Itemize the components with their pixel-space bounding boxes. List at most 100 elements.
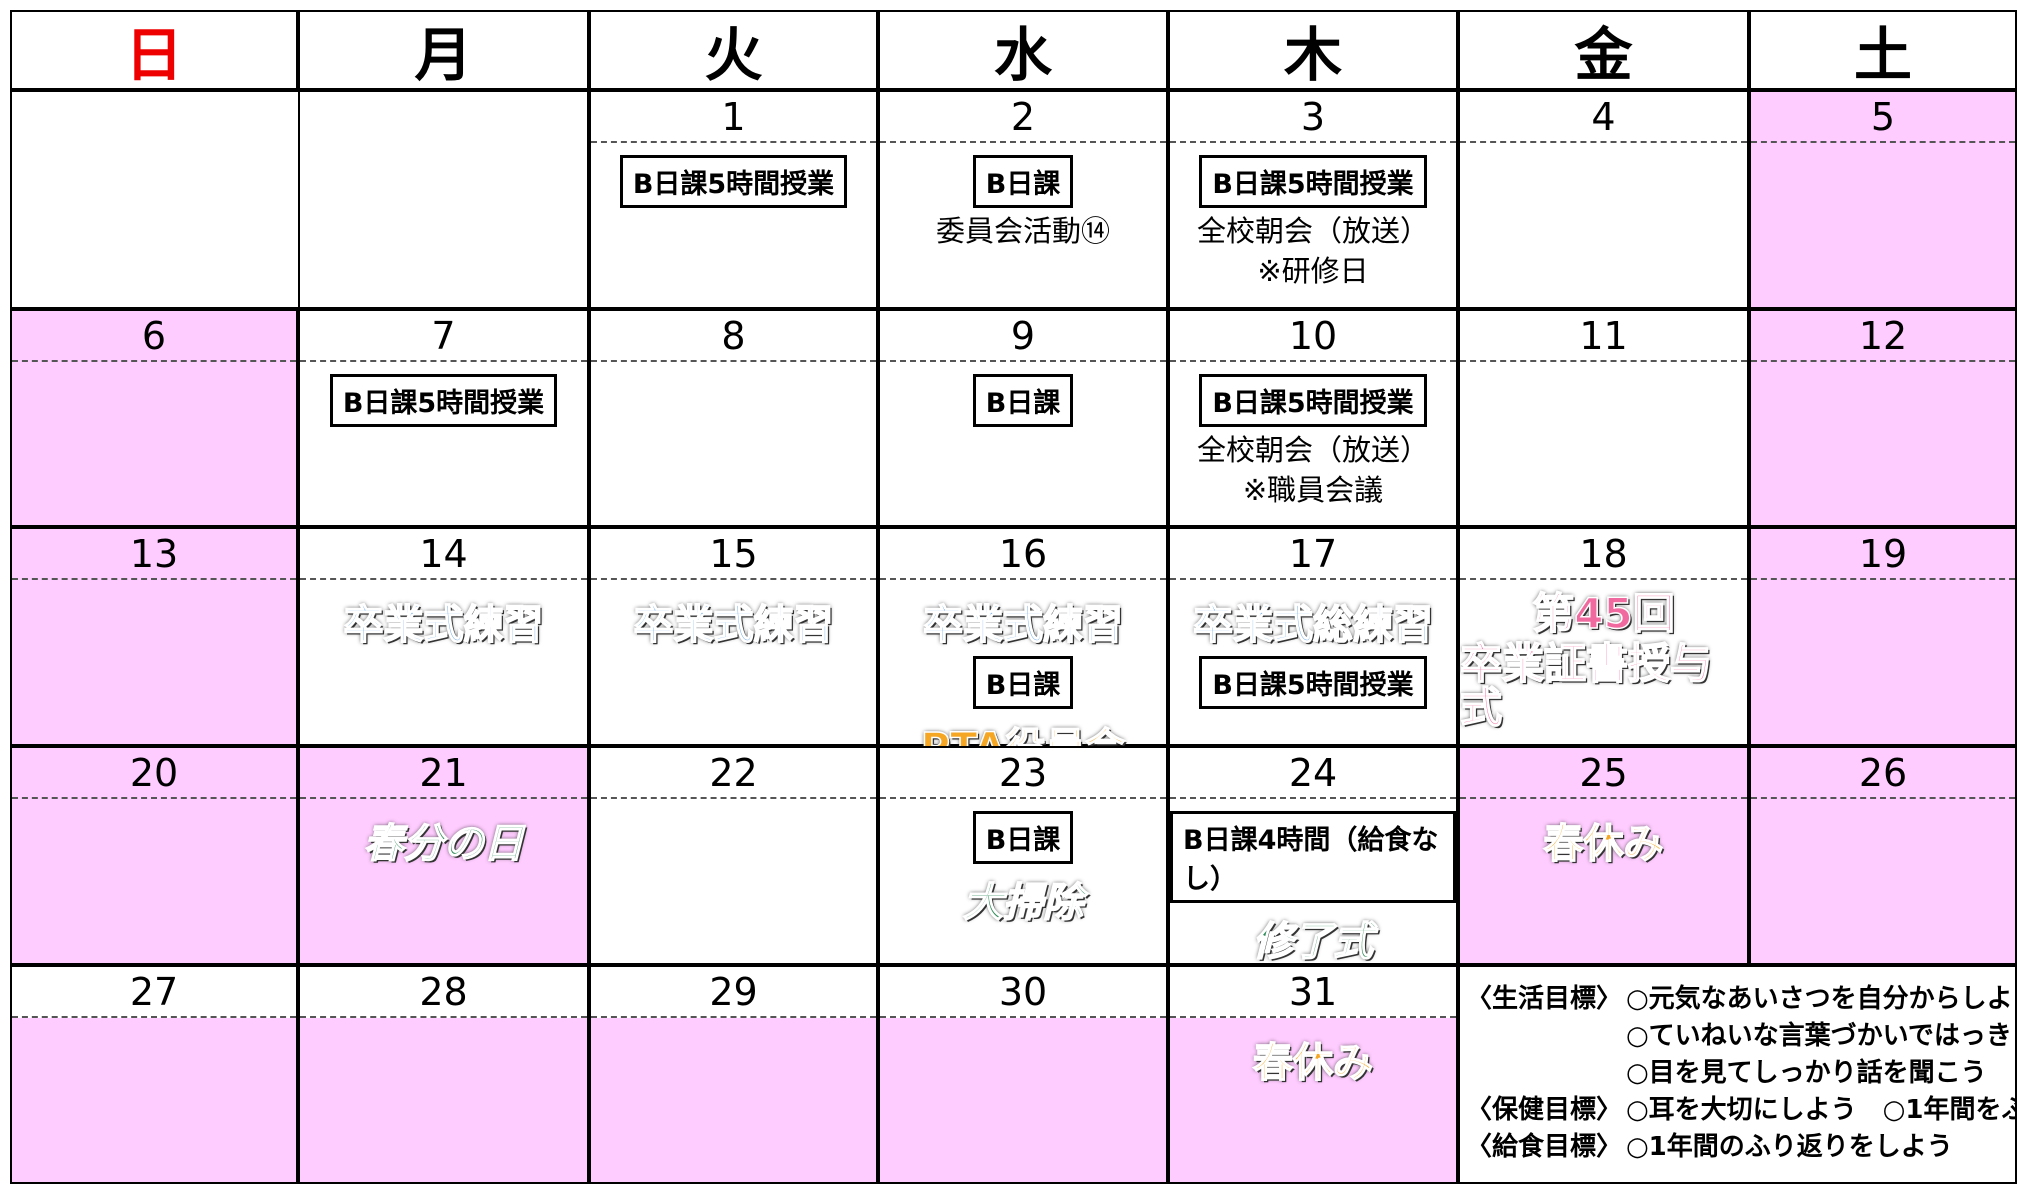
day-cell: 7 B日課5時間授業 bbox=[298, 309, 589, 527]
date-number: 30 bbox=[880, 967, 1166, 1018]
event-list bbox=[1460, 143, 1747, 155]
event-list: B日課5時間授業 bbox=[591, 143, 876, 208]
event-list bbox=[591, 362, 876, 374]
day-cell: 27 bbox=[10, 965, 298, 1184]
event-list bbox=[1751, 799, 2015, 811]
date-number: 18 bbox=[1460, 529, 1747, 580]
event: B日課5時間授業 bbox=[1199, 374, 1427, 427]
date-number: 20 bbox=[12, 748, 296, 799]
date-number: 8 bbox=[591, 311, 876, 362]
day-cell: 31 春休み bbox=[1168, 965, 1458, 1184]
event-list: B日課 委員会活動⑭ bbox=[880, 143, 1166, 248]
date-number: 17 bbox=[1170, 529, 1456, 580]
day-cell: 12 bbox=[1749, 309, 2017, 527]
event-list bbox=[12, 362, 296, 374]
goal-item: ○1年間のふり返りをしよう bbox=[1626, 1132, 1953, 1162]
date-number: 1 bbox=[591, 92, 876, 143]
event: B日課 bbox=[972, 374, 1074, 427]
event: 卒業式練習 bbox=[633, 601, 835, 649]
event-list bbox=[300, 1018, 587, 1030]
goal-item: ○ていねいな言葉づかいではっきり話そう bbox=[1626, 1021, 2017, 1051]
day-cell: 9 B日課 bbox=[878, 309, 1168, 527]
date-number: 14 bbox=[300, 529, 587, 580]
event-list: B日課5時間授業全校朝会（放送） ※職員会議 bbox=[1170, 362, 1456, 507]
day-cell: 16卒業式練習B日課PTA役員会 bbox=[878, 527, 1168, 772]
goal-item: ○元気なあいさつを自分からしよう bbox=[1626, 984, 2017, 1014]
day-cell: 10 B日課5時間授業 全校朝会（放送） ※職員会議 bbox=[1168, 309, 1458, 527]
goal-item: ○耳を大切にしよう ○1年間をふり返ろう bbox=[1626, 1095, 2017, 1125]
event-list: 卒業式練習B日課PTA役員会 bbox=[880, 580, 1166, 773]
event: 卒業式練習 bbox=[922, 601, 1124, 649]
day-cell bbox=[298, 90, 589, 309]
event: B日課 bbox=[972, 155, 1074, 208]
day-cell: 23 B日課 大掃除 bbox=[878, 746, 1168, 965]
date-number: 19 bbox=[1751, 529, 2015, 580]
date-number: 9 bbox=[880, 311, 1166, 362]
day-cell: 29 bbox=[589, 965, 878, 1184]
event-list: 春分の日 bbox=[300, 799, 587, 869]
event: ※職員会議 bbox=[1242, 473, 1384, 507]
goal-label: 〈保健目標〉 bbox=[1466, 1095, 1623, 1125]
goal-row: 〈保健目標〉○耳を大切にしよう ○1年間をふり返ろう bbox=[1466, 1092, 2017, 1129]
date-number: 25 bbox=[1460, 748, 1747, 799]
date-number: 28 bbox=[300, 967, 587, 1018]
weekday-header: 月 bbox=[298, 10, 589, 90]
event-list bbox=[1751, 580, 2015, 592]
date-number: 22 bbox=[591, 748, 876, 799]
event: 全校朝会（放送） bbox=[1196, 214, 1429, 248]
weekday-header: 火 bbox=[589, 10, 878, 90]
day-cell bbox=[10, 90, 298, 309]
event: B日課5時間授業 bbox=[1199, 656, 1427, 709]
goal-label: 〈生活目標〉 bbox=[1466, 984, 1623, 1014]
date-number: 26 bbox=[1751, 748, 2015, 799]
event-list: 春休み bbox=[1460, 799, 1747, 869]
day-cell: 17 卒業式総練習 B日課5時間授業 bbox=[1168, 527, 1458, 746]
day-cell: 30 bbox=[878, 965, 1168, 1184]
event: 卒業式総練習 bbox=[1192, 601, 1434, 649]
event: 第45回 bbox=[1532, 589, 1676, 638]
date-number: 3 bbox=[1170, 92, 1456, 143]
event-list: B日課 大掃除 bbox=[880, 799, 1166, 928]
date-number: 27 bbox=[12, 967, 296, 1018]
event-list bbox=[591, 1018, 876, 1030]
event: 卒業式練習 bbox=[343, 601, 545, 649]
date-number: 16 bbox=[880, 529, 1166, 580]
event: B日課5時間授業 bbox=[1199, 155, 1427, 208]
day-cell: 19 bbox=[1749, 527, 2017, 746]
date-number: 21 bbox=[300, 748, 587, 799]
day-cell: 13 bbox=[10, 527, 298, 746]
event-list: 春休み bbox=[1170, 1018, 1456, 1088]
day-cell: 20 bbox=[10, 746, 298, 965]
date-number: 23 bbox=[880, 748, 1166, 799]
event-list bbox=[880, 1018, 1166, 1030]
day-cell: 22 bbox=[589, 746, 878, 965]
date-number: 12 bbox=[1751, 311, 2015, 362]
event: B日課5時間授業 bbox=[329, 374, 558, 427]
event: ※研修日 bbox=[1257, 254, 1369, 288]
day-cell: 26 bbox=[1749, 746, 2017, 965]
weekday-header: 土 bbox=[1749, 10, 2017, 90]
day-cell: 21 春分の日 bbox=[298, 746, 589, 965]
weekday-header: 木 bbox=[1168, 10, 1458, 90]
event: B日課4時間（給食なし） bbox=[1170, 811, 1456, 903]
goal-items: ○耳を大切にしよう ○1年間をふり返ろう bbox=[1626, 1092, 2017, 1129]
event-list bbox=[1460, 362, 1747, 374]
event: 全校朝会（放送） bbox=[1196, 433, 1429, 467]
event: 春休み bbox=[1543, 820, 1665, 868]
event-list: B日課 bbox=[880, 362, 1166, 427]
date-number: 11 bbox=[1460, 311, 1747, 362]
event-list bbox=[12, 580, 296, 592]
day-cell: 8 bbox=[589, 309, 878, 527]
event: 卒業証書授与式 bbox=[1459, 639, 1713, 732]
event: 春休み bbox=[1252, 1039, 1374, 1087]
day-cell: 4 bbox=[1458, 90, 1749, 309]
date-number: 7 bbox=[300, 311, 587, 362]
date-number: 4 bbox=[1460, 92, 1747, 143]
date-number: 15 bbox=[591, 529, 876, 580]
date-number: 6 bbox=[12, 311, 296, 362]
event: 大掃除 bbox=[962, 879, 1084, 927]
day-cell: 1 B日課5時間授業 bbox=[589, 90, 878, 309]
event: B日課5時間授業 bbox=[619, 155, 848, 208]
day-cell: 6 bbox=[10, 309, 298, 527]
